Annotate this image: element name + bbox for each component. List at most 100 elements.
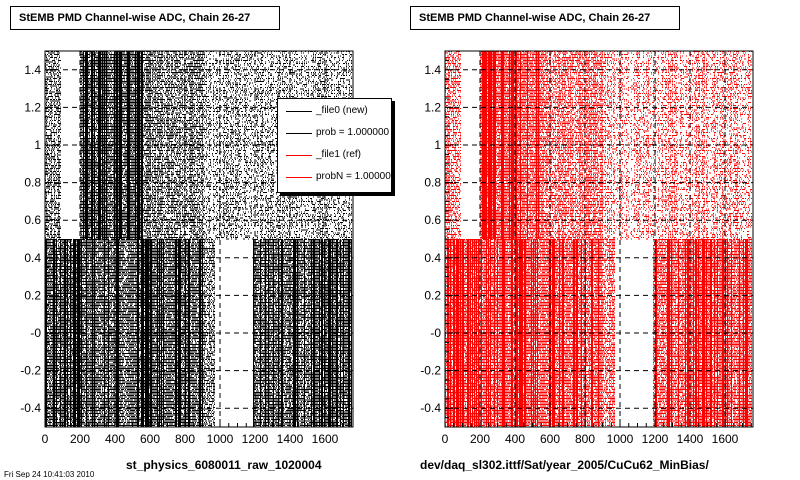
channel-points xyxy=(224,51,225,237)
channel-points xyxy=(600,52,601,240)
x-tick-label: 1600 xyxy=(712,432,739,446)
channel-points xyxy=(308,51,309,240)
channel-points xyxy=(68,239,69,428)
channel-points xyxy=(731,55,732,238)
channel-points xyxy=(588,52,589,240)
channel-points xyxy=(692,55,693,240)
channel-points xyxy=(611,54,612,235)
channel-points xyxy=(526,239,527,428)
channel-points xyxy=(667,51,668,228)
channel-points xyxy=(270,54,271,240)
channel-points xyxy=(209,52,210,238)
channel-column xyxy=(533,239,534,427)
right-scatter-plot: 0 200 400 600 800 1000 1200 1400 1600 -0.4 -0.2 -0 0… xyxy=(420,50,754,446)
channel-points xyxy=(244,51,245,240)
channel-points xyxy=(606,239,607,428)
channel-points xyxy=(496,240,497,425)
channel-points xyxy=(228,52,229,240)
channel-points xyxy=(583,239,584,428)
channel-points xyxy=(170,239,171,428)
channel-column xyxy=(159,239,160,427)
channel-column xyxy=(304,239,305,427)
channel-points xyxy=(626,54,627,240)
channel-points xyxy=(489,240,490,426)
channel-points xyxy=(85,240,86,426)
channel-column xyxy=(143,239,144,427)
channel-column xyxy=(468,239,469,427)
channel-points xyxy=(329,51,330,240)
channel-points xyxy=(548,51,549,240)
channel-points xyxy=(193,52,194,240)
channel-points xyxy=(587,51,588,238)
channel-points xyxy=(715,52,716,237)
channel-points xyxy=(673,239,674,428)
channel-column xyxy=(151,239,152,427)
channel-points xyxy=(66,239,67,428)
channel-points xyxy=(338,239,339,428)
channel-column xyxy=(268,239,269,427)
channel-points xyxy=(583,51,584,240)
channel-points xyxy=(134,54,135,240)
channel-points xyxy=(577,51,578,240)
channel-points xyxy=(742,240,743,428)
channel-points xyxy=(239,54,240,228)
channel-points xyxy=(680,51,681,238)
channel-points xyxy=(551,51,552,238)
channel-points xyxy=(107,51,108,240)
channel-points xyxy=(658,51,659,235)
channel-points xyxy=(669,54,670,232)
channel-column xyxy=(669,239,670,427)
channel-points xyxy=(712,239,713,428)
channel-points xyxy=(559,51,560,240)
channel-points xyxy=(125,54,126,238)
channel-points xyxy=(566,239,567,428)
channel-points xyxy=(677,240,678,426)
channel-points xyxy=(55,239,56,428)
channel-points xyxy=(107,239,108,428)
channel-points xyxy=(504,51,505,240)
y-tick-label: 0.2 xyxy=(24,288,41,302)
channel-points xyxy=(89,239,90,428)
channel-points xyxy=(686,239,687,428)
channel-points xyxy=(267,52,268,237)
channel-points xyxy=(146,51,147,240)
channel-points xyxy=(267,239,268,426)
channel-points xyxy=(157,51,158,240)
channel-points xyxy=(145,54,146,240)
channel-points xyxy=(459,51,460,240)
channel-points xyxy=(236,52,237,240)
channel-points xyxy=(97,52,98,240)
channel-points xyxy=(605,239,606,428)
channel-points xyxy=(650,51,651,234)
channel-points xyxy=(124,239,125,426)
channel-points xyxy=(301,239,302,428)
channel-points xyxy=(598,55,599,240)
channel-points xyxy=(716,239,717,428)
channel-points xyxy=(684,239,685,428)
channel-points xyxy=(600,239,601,428)
channel-points xyxy=(705,51,706,228)
channel-points xyxy=(662,239,663,428)
channel-points xyxy=(574,54,575,238)
channel-points xyxy=(176,51,177,240)
channel-points xyxy=(683,51,684,235)
channel-column xyxy=(668,239,669,427)
legend-label-file0: _file0 (new) xyxy=(316,105,368,116)
y-tick-label: 0.4 xyxy=(424,251,441,265)
channel-points xyxy=(694,51,695,237)
channel-points xyxy=(718,60,719,205)
channel-column xyxy=(116,239,117,427)
channel-column xyxy=(488,239,489,427)
channel-points xyxy=(213,51,214,234)
channel-column xyxy=(142,239,143,427)
channel-points xyxy=(60,60,61,238)
channel-points xyxy=(727,54,728,240)
channel-points xyxy=(103,51,104,240)
channel-points xyxy=(493,242,494,428)
channel-points xyxy=(647,52,648,240)
channel-column xyxy=(141,51,142,239)
channel-points xyxy=(122,51,123,240)
channel-points xyxy=(608,54,609,238)
channel-points xyxy=(666,239,667,428)
channel-points xyxy=(88,51,89,238)
